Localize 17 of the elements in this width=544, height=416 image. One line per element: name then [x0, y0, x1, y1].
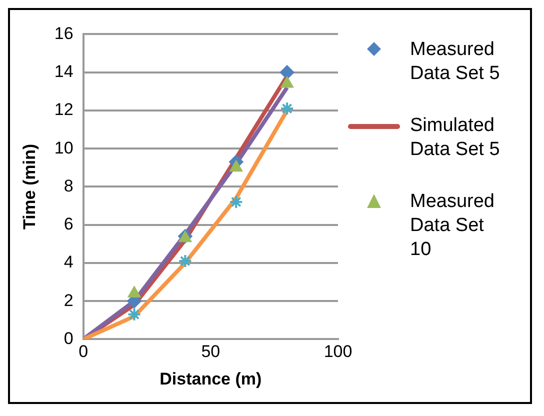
legend-label: Simulated Data Set 5 [410, 114, 501, 162]
y-tick-label: 10 [54, 138, 74, 158]
legend-label: Measured Data Set 5 [410, 38, 501, 86]
y-tick-label: 0 [64, 328, 74, 348]
y-tick-label: 2 [64, 290, 74, 310]
y-tick-label: 14 [54, 62, 74, 82]
legend-label: Measured Data Set 10 [410, 190, 496, 262]
x-tick-label: 100 [324, 342, 352, 362]
x-tick-label: 0 [78, 342, 88, 362]
y-tick-label: 4 [64, 252, 74, 272]
y-tick-label: 12 [54, 100, 74, 120]
x-tick-label: 50 [201, 342, 220, 362]
y-axis-title: Time (min) [20, 144, 39, 230]
y-tick-label: 16 [54, 24, 74, 43]
y-tick-label: 8 [64, 176, 74, 196]
x-axis-title: Distance (m) [160, 369, 262, 388]
y-tick-label: 6 [64, 214, 74, 234]
